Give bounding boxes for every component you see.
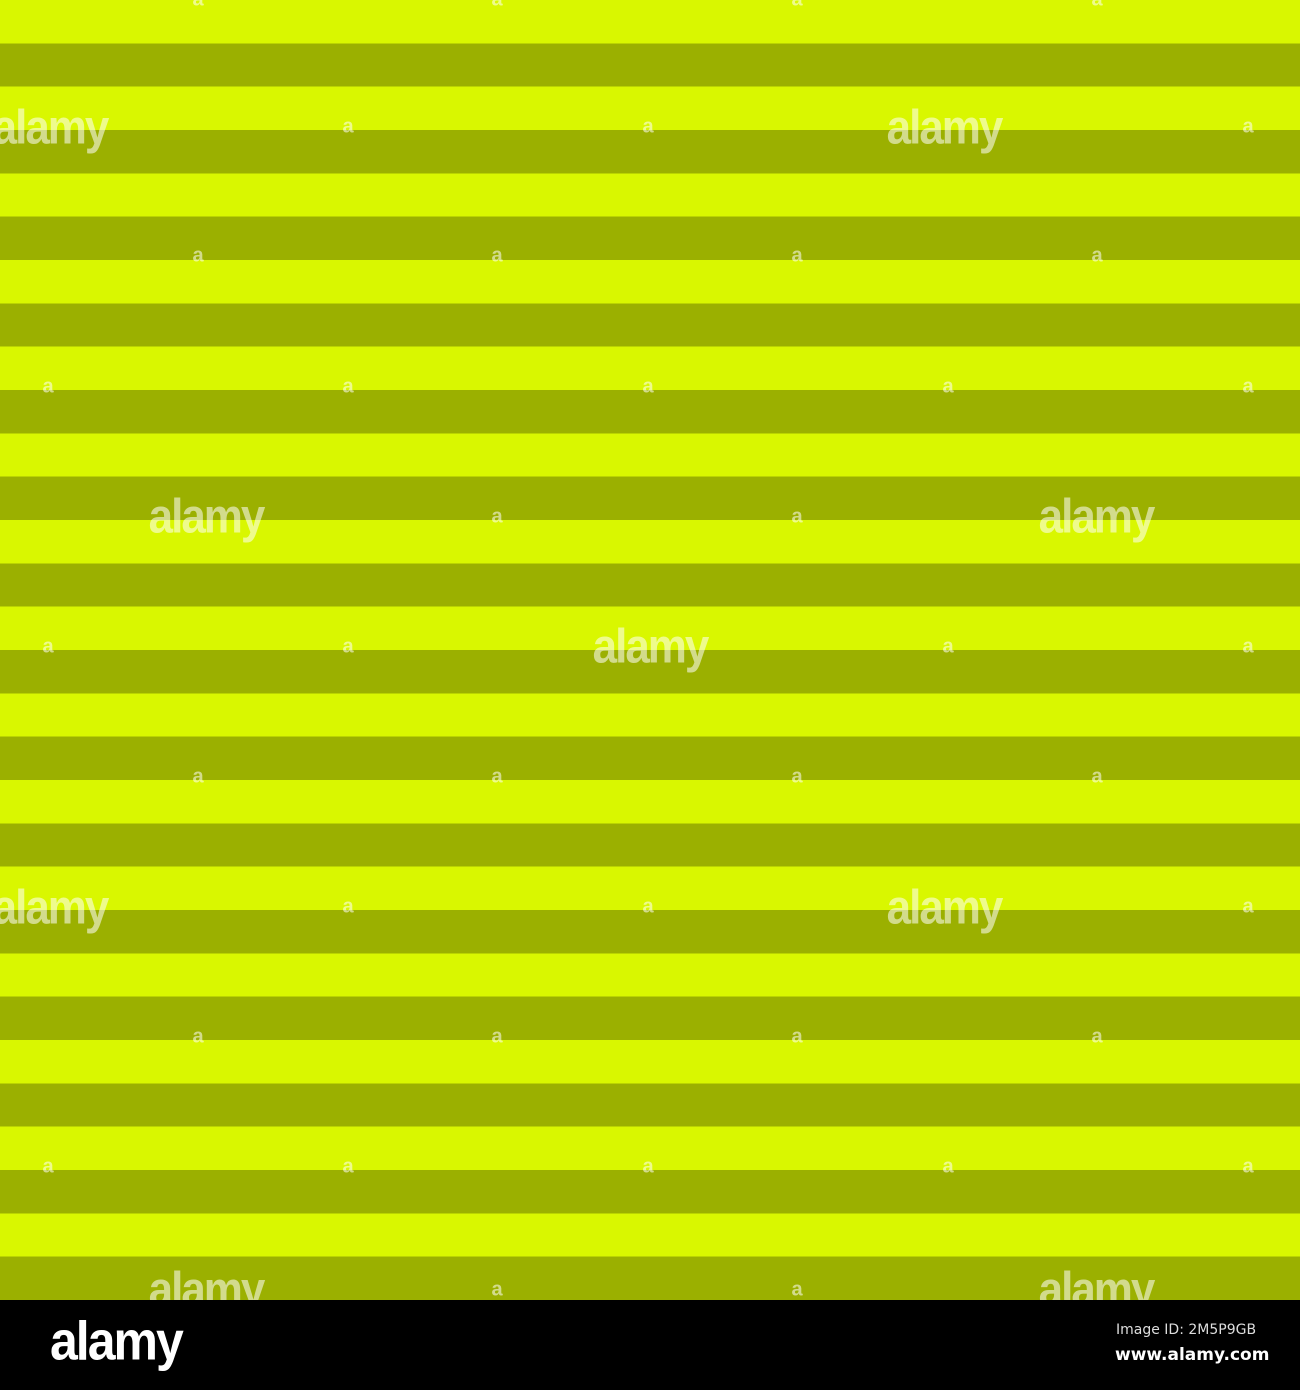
watermark-small: a xyxy=(642,895,654,918)
watermark-small: a xyxy=(491,765,503,788)
watermark-small: a xyxy=(791,765,803,788)
striped-pattern: alamy alamy alamy alamy alamy alamy alamy alamy… xyxy=(0,0,1300,1300)
watermark-small: a xyxy=(1242,1155,1254,1178)
watermark: alamy xyxy=(1038,489,1156,544)
watermark: alamy xyxy=(0,880,109,935)
watermark-small: a xyxy=(1242,635,1254,658)
watermark-small: a xyxy=(342,1155,354,1178)
watermark-small: a xyxy=(1242,375,1254,398)
watermark-small: a xyxy=(491,1278,503,1301)
footer-bar: alamy Image ID: 2M5P9GB www.alamy.com xyxy=(0,1300,1300,1390)
watermark-small: a xyxy=(192,0,203,12)
watermark-small: a xyxy=(42,375,54,398)
watermark-small: a xyxy=(192,244,204,267)
watermark-small: a xyxy=(1091,0,1102,12)
watermark-small: a xyxy=(1091,244,1103,267)
watermark: alamy xyxy=(0,100,109,155)
watermark-small: a xyxy=(942,635,954,658)
watermark: alamy xyxy=(886,100,1004,155)
watermark-small: a xyxy=(342,115,354,138)
watermark-small: a xyxy=(491,244,503,267)
watermark-small: a xyxy=(192,1025,204,1048)
watermark-small: a xyxy=(1242,895,1254,918)
watermark: alamy xyxy=(886,880,1004,935)
watermark: alamy xyxy=(1038,1262,1156,1301)
watermark-small: a xyxy=(491,505,503,528)
watermark-small: a xyxy=(342,635,354,658)
watermark-small: a xyxy=(942,375,954,398)
watermark-small: a xyxy=(791,505,803,528)
watermark-small: a xyxy=(342,375,354,398)
watermark-small: a xyxy=(42,635,54,658)
watermark-small: a xyxy=(642,1155,654,1178)
watermark: alamy xyxy=(148,1262,266,1301)
watermark-small: a xyxy=(1091,765,1103,788)
watermark-small: a xyxy=(491,1025,503,1048)
site-url[interactable]: www.alamy.com xyxy=(1115,1345,1270,1365)
watermark-small: a xyxy=(1091,1025,1103,1048)
watermark-small: a xyxy=(491,0,502,12)
watermark-small: a xyxy=(42,1155,54,1178)
watermark-small: a xyxy=(342,895,354,918)
watermark-small: a xyxy=(1242,115,1254,138)
watermark: alamy xyxy=(592,619,710,674)
watermark-small: a xyxy=(192,765,204,788)
watermark-small: a xyxy=(642,375,654,398)
image-id: Image ID: 2M5P9GB xyxy=(1116,1322,1257,1338)
watermark-small: a xyxy=(791,1278,803,1301)
watermark-small: a xyxy=(791,0,802,12)
watermark-small: a xyxy=(791,244,803,267)
watermark-small: a xyxy=(942,1155,954,1178)
watermark-small: a xyxy=(791,1025,803,1048)
watermark-small: a xyxy=(642,115,654,138)
watermark: alamy xyxy=(148,489,266,544)
alamy-logo: alamy xyxy=(50,1310,184,1372)
